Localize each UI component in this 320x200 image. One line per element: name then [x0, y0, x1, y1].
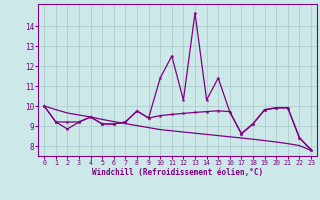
X-axis label: Windchill (Refroidissement éolien,°C): Windchill (Refroidissement éolien,°C) — [92, 168, 263, 177]
